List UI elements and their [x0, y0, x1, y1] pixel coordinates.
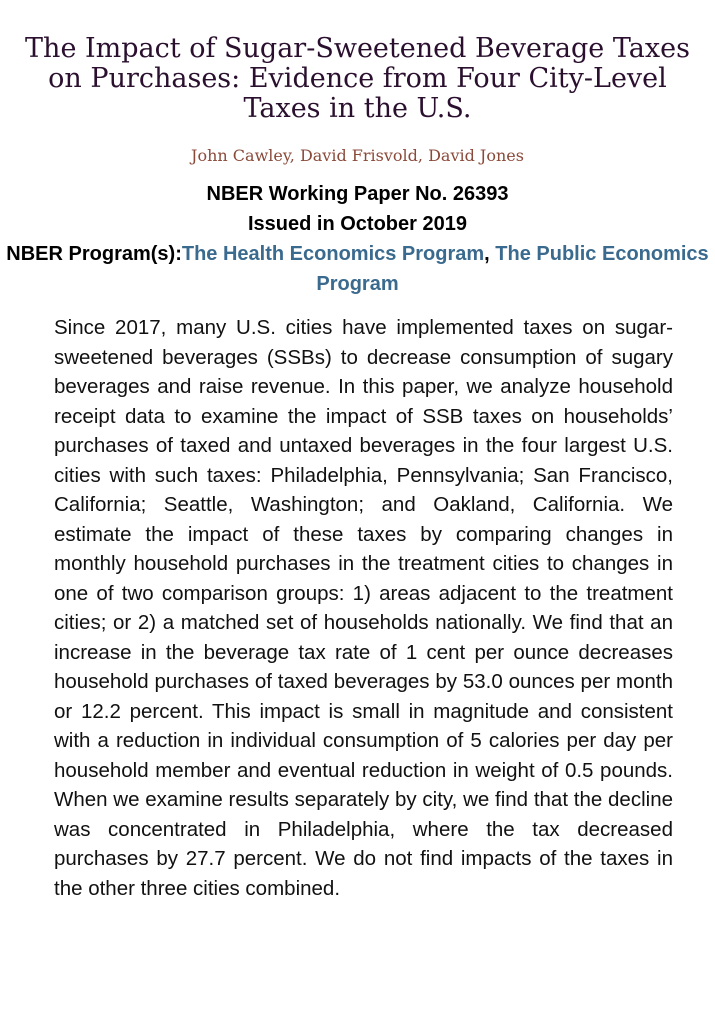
- working-paper-number: NBER Working Paper No. 26393: [206, 183, 509, 205]
- paper-title: The Impact of Sugar-Sweetened Beverage T…: [25, 33, 690, 124]
- paper-abstract: Since 2017, many U.S. cities have implem…: [54, 316, 673, 900]
- issue-date: Issued in October 2019: [248, 213, 467, 235]
- programs-label: NBER Program(s):: [6, 243, 182, 265]
- program-link-public-economics[interactable]: The Public Economics Program: [316, 243, 709, 295]
- program-separator: ,: [484, 243, 496, 265]
- paper-authors: John Cawley, David Frisvold, David Jones: [191, 146, 524, 165]
- paper-meta: NBER Working Paper No. 26393 Issued in O…: [0, 179, 715, 299]
- program-link-health-economics[interactable]: The Health Economics Program: [181, 243, 485, 265]
- program-list: NBER Program(s):The Health Economics Pro…: [0, 239, 715, 299]
